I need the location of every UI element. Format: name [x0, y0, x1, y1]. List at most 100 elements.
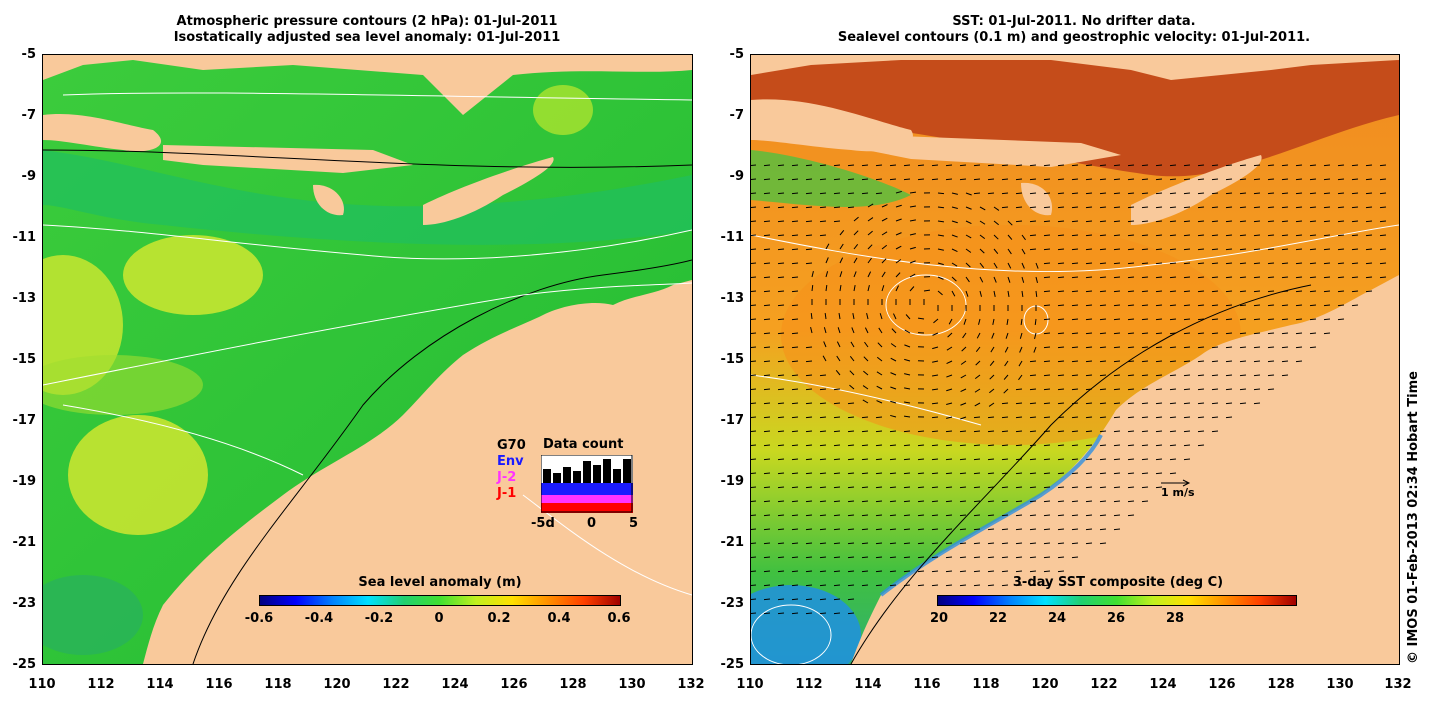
left-colorbar-title: Sea level anomaly (m): [358, 575, 522, 590]
velocity-arrow: [1169, 458, 1177, 461]
velocity-arrow: [1085, 402, 1093, 405]
velocity-arrow: [1099, 304, 1107, 307]
velocity-arrow: [1029, 192, 1037, 195]
velocity-arrow: [1183, 290, 1191, 293]
velocity-arrow: [1323, 206, 1331, 209]
velocity-arrow: [1057, 346, 1065, 349]
velocity-arrow: [835, 370, 841, 376]
velocity-arrow: [975, 346, 981, 353]
velocity-arrow: [1099, 220, 1107, 223]
velocity-arrow: [1141, 416, 1149, 419]
velocity-arrow: [1085, 178, 1093, 181]
velocity-arrow: [1001, 430, 1009, 433]
velocity-arrow: [777, 290, 785, 293]
velocity-arrow: [1225, 248, 1233, 251]
right-x-tick: 122: [1090, 677, 1118, 692]
right-colorbar-tick: 24: [1047, 611, 1067, 626]
velocity-arrow: [878, 327, 883, 334]
velocity-arrow: [823, 341, 827, 348]
velocity-arrow: [1099, 234, 1107, 237]
velocity-arrow: [1085, 360, 1093, 363]
velocity-arrow: [1057, 360, 1065, 363]
velocity-arrow: [1225, 164, 1233, 167]
velocity-arrow: [875, 178, 883, 181]
velocity-arrow: [805, 388, 813, 391]
velocity-arrow: [931, 528, 939, 531]
velocity-arrow: [959, 556, 967, 559]
velocity-arrow: [1099, 360, 1107, 363]
velocity-arrow: [1281, 192, 1289, 195]
velocity-arrow: [777, 598, 785, 601]
velocity-arrow: [875, 514, 883, 517]
velocity-arrow: [1323, 248, 1331, 251]
velocity-arrow: [1351, 262, 1359, 265]
velocity-arrow: [861, 458, 869, 461]
velocity-arrow: [903, 556, 911, 559]
velocity-arrow: [1211, 248, 1219, 251]
velocity-arrow: [932, 360, 939, 363]
velocity-arrow: [1015, 472, 1023, 475]
velocity-arrow: [1127, 318, 1135, 321]
velocity-arrow: [1365, 220, 1373, 223]
velocity-arrow: [931, 458, 939, 461]
velocity-arrow: [946, 388, 953, 392]
velocity-arrow: [1018, 360, 1023, 367]
anomaly-yellow-3: [68, 415, 208, 535]
right-y-tick: -25: [720, 657, 745, 672]
velocity-arrow: [1071, 514, 1079, 517]
velocity-arrow: [805, 234, 813, 237]
velocity-arrow: [1113, 458, 1121, 461]
velocity-arrow: [805, 402, 813, 405]
velocity-arrow: [751, 500, 757, 503]
velocity-arrow: [1169, 388, 1177, 391]
velocity-arrow: [763, 612, 771, 615]
velocity-arrow: [861, 542, 869, 545]
velocity-arrow: [905, 314, 911, 320]
velocity-arrow: [1365, 276, 1373, 279]
left-y-tick: -17: [12, 413, 37, 428]
velocity-arrow: [960, 402, 967, 406]
velocity-arrow: [1379, 164, 1387, 167]
velocity-arrow: [777, 206, 785, 209]
velocity-arrow: [1085, 458, 1093, 461]
velocity-arrow: [1239, 374, 1247, 377]
right-title-line1: SST: 01-Jul-2011. No drifter data.: [952, 14, 1196, 29]
velocity-arrow: [1127, 346, 1135, 349]
velocity-arrow: [1099, 248, 1107, 251]
velocity-arrow: [805, 430, 813, 433]
velocity-arrow: [890, 400, 897, 404]
velocity-arrow: [791, 458, 799, 461]
pressure-contour-4: [522, 494, 692, 596]
velocity-arrow: [889, 430, 897, 433]
velocity-arrow: [1127, 514, 1135, 517]
velocity-arrow: [1323, 262, 1331, 265]
velocity-arrow: [791, 486, 799, 489]
right-x-tick: 114: [854, 677, 882, 692]
velocity-arrow: [951, 290, 956, 297]
velocity-arrow: [1043, 332, 1051, 335]
velocity-arrow: [973, 500, 981, 503]
velocity-arrow: [987, 486, 995, 489]
velocity-arrow: [1141, 486, 1149, 489]
velocity-arrow: [1034, 318, 1037, 326]
velocity-arrow: [917, 444, 925, 447]
velocity-arrow: [965, 234, 972, 239]
velocity-arrow: [931, 402, 939, 405]
velocity-arrow: [1020, 318, 1023, 326]
velocity-arrow: [863, 370, 869, 376]
velocity-arrow: [791, 402, 799, 405]
velocity-arrow: [1169, 304, 1177, 307]
velocity-arrow: [917, 486, 925, 489]
velocity-arrow: [1309, 192, 1317, 195]
velocity-arrow: [819, 556, 827, 559]
velocity-arrow: [805, 374, 813, 377]
velocity-arrow: [989, 388, 995, 394]
velocity-arrow: [791, 360, 799, 363]
velocity-arrow: [1211, 220, 1219, 223]
velocity-arrow: [1001, 206, 1009, 209]
velocity-arrow: [1099, 416, 1107, 419]
right-colorbar-title: 3-day SST composite (deg C): [1012, 575, 1224, 590]
velocity-arrow: [1113, 486, 1121, 489]
velocity-arrow: [1183, 374, 1191, 377]
velocity-arrow: [777, 220, 785, 223]
